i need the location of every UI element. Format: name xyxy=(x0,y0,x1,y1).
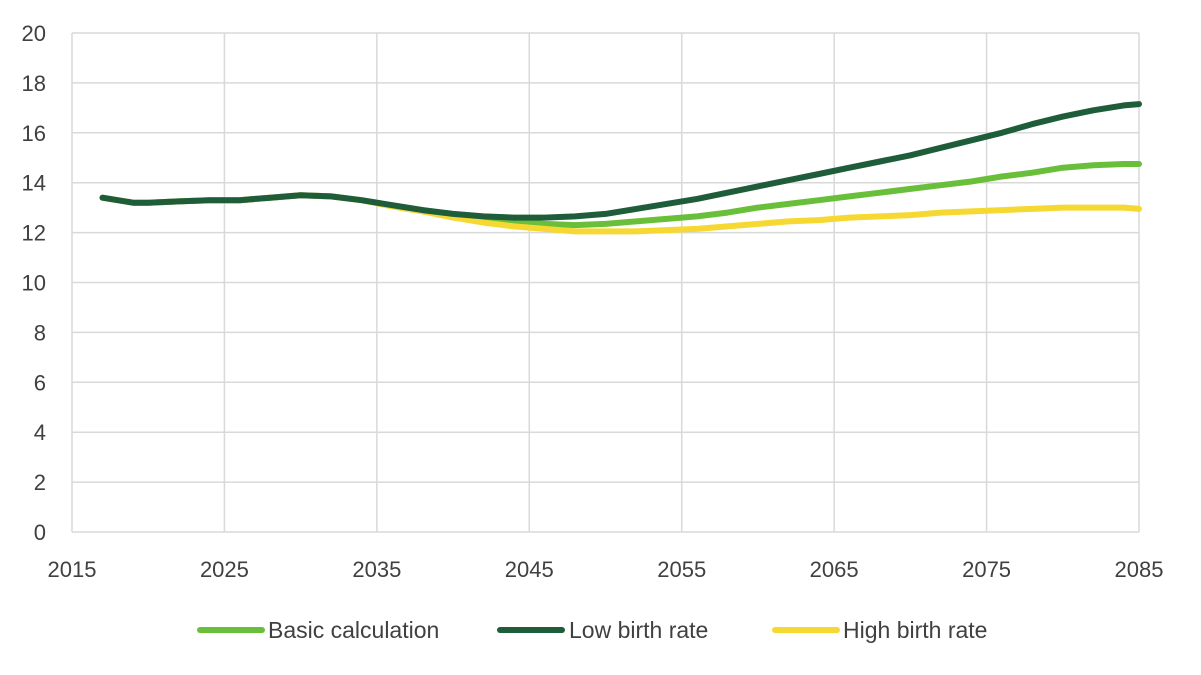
y-tick-label: 2 xyxy=(34,470,46,495)
y-tick-label: 6 xyxy=(34,370,46,395)
grid xyxy=(71,32,1140,533)
x-tick-label: 2015 xyxy=(48,557,97,582)
legend-label: Low birth rate xyxy=(569,617,708,643)
series-line-low-birth-rate xyxy=(99,101,1142,221)
y-tick-label: 12 xyxy=(22,221,46,246)
y-tick-label: 8 xyxy=(34,320,46,345)
y-tick-label: 10 xyxy=(22,271,46,296)
x-tick-label: 2055 xyxy=(657,557,706,582)
x-tick-label: 2085 xyxy=(1115,557,1164,582)
series-line-basic-calculation xyxy=(99,161,1142,229)
x-axis-tick-labels: 2015 2025 2035 2045 2055 2065 2075 2085 xyxy=(48,557,1164,582)
legend: Basic calculation Low birth rate High birt… xyxy=(197,617,987,643)
legend-label: Basic calculation xyxy=(268,617,439,643)
y-axis-tick-labels: 0 2 4 6 8 10 12 14 16 18 20 xyxy=(22,21,46,545)
legend-item: Low birth rate xyxy=(497,617,708,643)
x-tick-label: 2045 xyxy=(505,557,554,582)
y-tick-label: 16 xyxy=(22,121,46,146)
y-tick-label: 14 xyxy=(22,171,46,196)
y-tick-label: 0 xyxy=(34,520,46,545)
x-tick-label: 2065 xyxy=(810,557,859,582)
y-tick-label: 20 xyxy=(22,21,46,46)
legend-item: Basic calculation xyxy=(197,617,439,643)
legend-item: High birth rate xyxy=(772,617,987,643)
legend-label: High birth rate xyxy=(843,617,987,643)
x-tick-label: 2035 xyxy=(352,557,401,582)
series-lines xyxy=(99,101,1142,235)
y-tick-label: 4 xyxy=(34,420,46,445)
x-tick-label: 2075 xyxy=(962,557,1011,582)
x-tick-label: 2025 xyxy=(200,557,249,582)
y-tick-label: 18 xyxy=(22,71,46,96)
